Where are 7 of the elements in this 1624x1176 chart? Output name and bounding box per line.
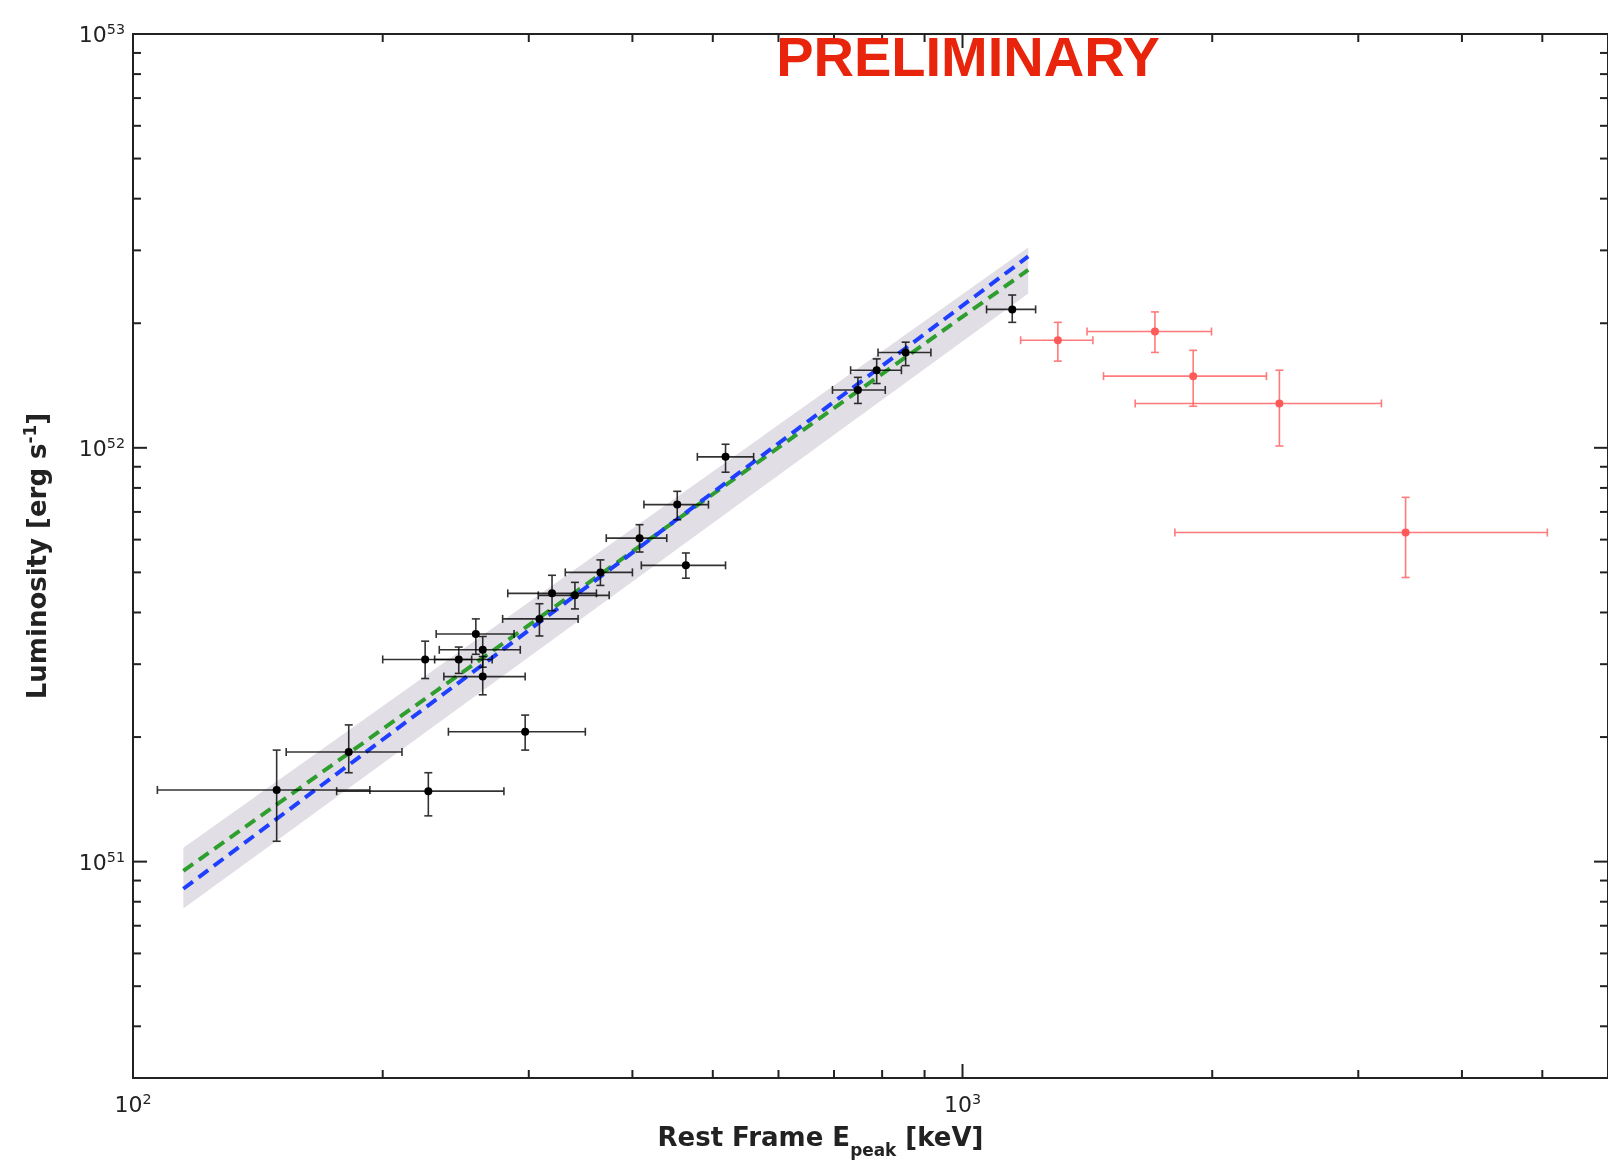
x-tick-label: 10$^{3}$ [943,1091,982,1117]
y-tick-label: 10$^{53}$ [78,21,125,47]
annotation: PRELIMINARY [776,25,1160,88]
y-tick-label: 10$^{52}$ [78,434,125,461]
x-axis-title: Rest Frame E$_{peak}$ [keV] [657,1122,984,1160]
x-tick-label: 10$^{2}$ [114,1091,152,1117]
y-tick-label: 10$^{51}$ [78,848,125,875]
